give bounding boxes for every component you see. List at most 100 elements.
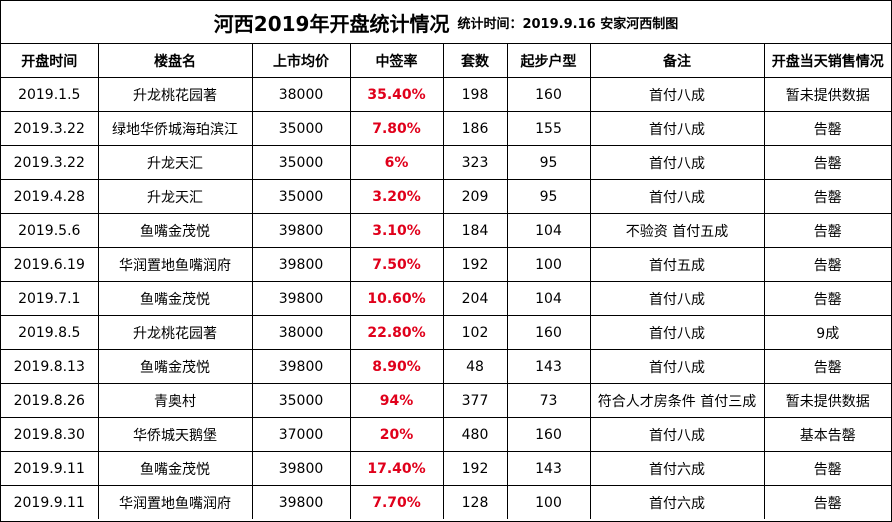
opening-sales-cell: 告罄 <box>763 281 891 316</box>
open-date-cell: 2019.7.1 <box>1 281 99 316</box>
opening-sales-cell: 基本告罄 <box>763 417 891 452</box>
open-date-cell: 2019.3.22 <box>1 111 99 146</box>
open-date-cell: 2019.4.28 <box>1 179 99 214</box>
lottery-rate-cell: 7.80% <box>349 111 444 146</box>
project-name-cell: 升龙天汇 <box>97 179 253 214</box>
min-layout-cell: 160 <box>506 417 591 452</box>
units-cell: 204 <box>442 281 508 316</box>
min-layout-cell: 160 <box>506 315 591 350</box>
lottery-rate-cell: 20% <box>349 417 444 452</box>
min-layout-cell: 95 <box>506 179 591 214</box>
min-layout-cell: 104 <box>506 281 591 316</box>
table-row: 2019.6.19 华润置地鱼嘴润府 39800 7.50% 192 100 首付五成 告罄 <box>1 247 891 282</box>
min-layout-cell: 155 <box>506 111 591 146</box>
table-row: 2019.3.22 升龙天汇 35000 6% 323 95 首付八成 告罄 <box>1 145 891 180</box>
remarks-cell: 首付八成 <box>589 417 765 452</box>
table-row: 2019.8.5 升龙桃花园著 38000 22.80% 102 160 首付八成 9成 <box>1 315 891 350</box>
min-layout-cell: 143 <box>506 349 591 384</box>
lottery-rate-cell: 94% <box>349 383 444 418</box>
remarks-cell: 首付八成 <box>589 315 765 350</box>
table-row: 2019.3.22 绿地华侨城海珀滨江 35000 7.80% 186 155 首付八成 告罄 <box>1 111 891 146</box>
units-cell: 192 <box>442 451 508 486</box>
header-units: 套数 <box>442 44 508 78</box>
lottery-rate-cell: 7.50% <box>349 247 444 282</box>
units-cell: 102 <box>442 315 508 350</box>
open-date-cell: 2019.5.6 <box>1 213 99 248</box>
avg-price-cell: 35000 <box>251 111 351 146</box>
open-date-cell: 2019.9.11 <box>1 451 99 486</box>
remarks-cell: 首付八成 <box>589 179 765 214</box>
open-date-cell: 2019.1.5 <box>1 77 99 112</box>
project-name-cell: 鱼嘴金茂悦 <box>97 349 253 384</box>
avg-price-cell: 35000 <box>251 145 351 180</box>
opening-sales-cell: 告罄 <box>763 247 891 282</box>
project-name-cell: 青奥村 <box>97 383 253 418</box>
header-opening-sales: 开盘当天销售情况 <box>763 44 891 78</box>
sheet-subtitle: 统计时间：2019.9.16 安家河西制图 <box>457 16 679 32</box>
header-row: 开盘时间 楼盘名 上市均价 中签率 套数 起步户型 备注 开盘当天销售情况 <box>1 44 891 78</box>
remarks-cell: 首付八成 <box>589 281 765 316</box>
lottery-rate-cell: 35.40% <box>349 77 444 112</box>
header-lottery-rate: 中签率 <box>349 44 444 78</box>
opening-sales-cell: 告罄 <box>763 349 891 384</box>
units-cell: 198 <box>442 77 508 112</box>
project-name-cell: 升龙天汇 <box>97 145 253 180</box>
open-date-cell: 2019.8.30 <box>1 417 99 452</box>
avg-price-cell: 39800 <box>251 281 351 316</box>
project-name-cell: 升龙桃花园著 <box>97 77 253 112</box>
avg-price-cell: 39800 <box>251 247 351 282</box>
units-cell: 209 <box>442 179 508 214</box>
project-name-cell: 华润置地鱼嘴润府 <box>97 247 253 282</box>
lottery-rate-cell: 6% <box>349 145 444 180</box>
lottery-rate-cell: 17.40% <box>349 451 444 486</box>
min-layout-cell: 160 <box>506 77 591 112</box>
project-name-cell: 华侨城天鹅堡 <box>97 417 253 452</box>
min-layout-cell: 100 <box>506 247 591 282</box>
lottery-rate-cell: 3.10% <box>349 213 444 248</box>
lottery-rate-cell: 22.80% <box>349 315 444 350</box>
table-row: 2019.8.13 鱼嘴金茂悦 39800 8.90% 48 143 首付八成 告罄 <box>1 349 891 384</box>
opening-sales-cell: 告罄 <box>763 145 891 180</box>
units-cell: 480 <box>442 417 508 452</box>
open-date-cell: 2019.8.26 <box>1 383 99 418</box>
units-cell: 323 <box>442 145 508 180</box>
avg-price-cell: 39800 <box>251 451 351 486</box>
lottery-rate-cell: 8.90% <box>349 349 444 384</box>
lottery-rate-cell: 3.20% <box>349 179 444 214</box>
opening-sales-cell: 告罄 <box>763 111 891 146</box>
lottery-rate-cell: 10.60% <box>349 281 444 316</box>
remarks-cell: 不验资 首付五成 <box>589 213 765 248</box>
opening-sales-cell: 告罄 <box>763 485 891 519</box>
table-body: 2019.1.5 升龙桃花园著 38000 35.40% 198 160 首付八成 暂未提供数… <box>1 77 891 519</box>
open-date-cell: 2019.3.22 <box>1 145 99 180</box>
units-cell: 192 <box>442 247 508 282</box>
avg-price-cell: 39800 <box>251 349 351 384</box>
avg-price-cell: 38000 <box>251 77 351 112</box>
opening-sales-cell: 9成 <box>763 315 891 350</box>
table-row: 2019.8.30 华侨城天鹅堡 37000 20% 480 160 首付八成 基本告罄 <box>1 417 891 452</box>
units-cell: 377 <box>442 383 508 418</box>
opening-sales-cell: 暂未提供数据 <box>763 383 891 418</box>
opening-sales-cell: 告罄 <box>763 179 891 214</box>
table-row: 2019.4.28 升龙天汇 35000 3.20% 209 95 首付八成 告罄 <box>1 179 891 214</box>
opening-sales-cell: 暂未提供数据 <box>763 77 891 112</box>
open-date-cell: 2019.9.11 <box>1 485 99 519</box>
sales-table: 开盘时间 楼盘名 上市均价 中签率 套数 起步户型 备注 开盘当天销售情况 2019.1.5 升… <box>1 44 891 519</box>
project-name-cell: 鱼嘴金茂悦 <box>97 281 253 316</box>
avg-price-cell: 39800 <box>251 485 351 519</box>
table-row: 2019.1.5 升龙桃花园著 38000 35.40% 198 160 首付八成 暂未提供数… <box>1 77 891 112</box>
units-cell: 184 <box>442 213 508 248</box>
table-row: 2019.9.11 鱼嘴金茂悦 39800 17.40% 192 143 首付六成 告罄 <box>1 451 891 486</box>
remarks-cell: 首付五成 <box>589 247 765 282</box>
units-cell: 128 <box>442 485 508 519</box>
remarks-cell: 首付六成 <box>589 485 765 519</box>
header-min-layout: 起步户型 <box>506 44 591 78</box>
project-name-cell: 绿地华侨城海珀滨江 <box>97 111 253 146</box>
min-layout-cell: 104 <box>506 213 591 248</box>
avg-price-cell: 38000 <box>251 315 351 350</box>
header-project-name: 楼盘名 <box>97 44 253 78</box>
open-date-cell: 2019.6.19 <box>1 247 99 282</box>
min-layout-cell: 95 <box>506 145 591 180</box>
table-row: 2019.9.11 华润置地鱼嘴润府 39800 7.70% 128 100 首付六成 告罄 <box>1 485 891 519</box>
